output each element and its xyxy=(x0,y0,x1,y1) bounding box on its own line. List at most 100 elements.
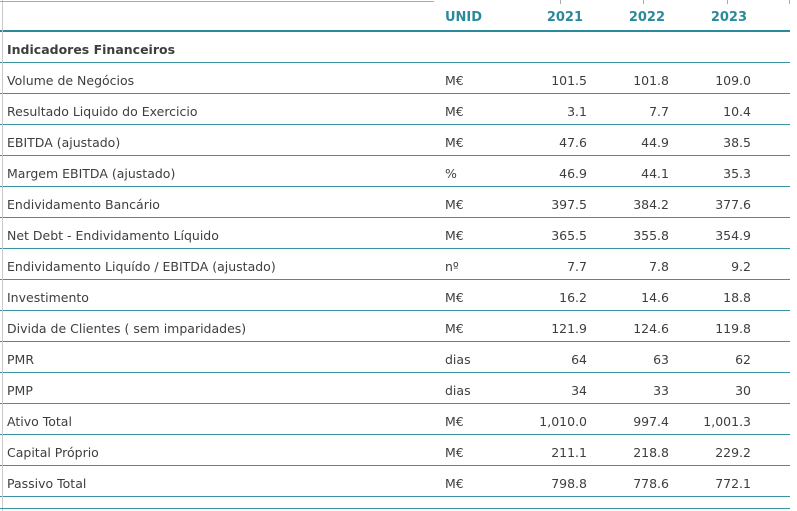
row-value-2021[interactable]: 397.5 xyxy=(551,197,587,213)
table-row: PMR dias 64 63 62 xyxy=(0,342,790,373)
row-unit[interactable]: dias xyxy=(445,383,471,399)
row-value-2023[interactable]: 119.8 xyxy=(715,321,751,337)
table-row: Resultado Liquido do Exercicio M€ 3.1 7.7 10… xyxy=(0,94,790,125)
row-label[interactable]: Endividamento Bancário xyxy=(7,197,160,213)
row-value-2021[interactable]: 34 xyxy=(571,383,587,399)
row-label[interactable]: Endividamento Liquído / EBITDA (ajustado… xyxy=(7,259,276,275)
row-value-2021[interactable]: 16.2 xyxy=(559,290,587,306)
row-value-2021[interactable]: 64 xyxy=(571,352,587,368)
row-value-2023[interactable]: 30 xyxy=(735,383,751,399)
row-unit[interactable]: M€ xyxy=(445,197,464,213)
table-row: Volume de Negócios M€ 101.5 101.8 109.0 xyxy=(0,63,790,94)
bottom-row-line xyxy=(0,508,790,509)
row-unit[interactable]: M€ xyxy=(445,73,464,89)
table-row: Capital Próprio M€ 211.1 218.8 229.2 xyxy=(0,435,790,466)
row-value-2021[interactable]: 365.5 xyxy=(551,228,587,244)
row-value-2021[interactable]: 121.9 xyxy=(551,321,587,337)
row-label[interactable]: Passivo Total xyxy=(7,476,87,492)
row-unit[interactable]: M€ xyxy=(445,414,464,430)
table-row: Divida de Clientes ( sem imparidades) M€ 1… xyxy=(0,311,790,342)
row-value-2021[interactable]: 3.1 xyxy=(567,104,587,120)
header-unit-column[interactable]: UNID xyxy=(445,9,483,25)
row-value-2022[interactable]: 44.9 xyxy=(641,135,669,151)
row-value-2023[interactable]: 377.6 xyxy=(715,197,751,213)
table-row: Endividamento Bancário M€ 397.5 384.2 377.6 xyxy=(0,187,790,218)
row-value-2022[interactable]: 778.6 xyxy=(633,476,669,492)
row-value-2023[interactable]: 109.0 xyxy=(715,73,751,89)
row-value-2021[interactable]: 798.8 xyxy=(551,476,587,492)
row-unit[interactable]: M€ xyxy=(445,104,464,120)
row-label[interactable]: PMP xyxy=(7,383,33,399)
table-row: Passivo Total M€ 798.8 778.6 772.1 xyxy=(0,466,790,497)
row-unit[interactable]: M€ xyxy=(445,290,464,306)
section-header-row: Indicadores Financeiros xyxy=(0,32,790,63)
row-value-2023[interactable]: 354.9 xyxy=(715,228,751,244)
column-gridline-stub xyxy=(643,0,644,4)
header-year-2021[interactable]: 2021 xyxy=(546,9,583,25)
row-value-2023[interactable]: 10.4 xyxy=(723,104,751,120)
row-unit[interactable]: M€ xyxy=(445,228,464,244)
row-value-2022[interactable]: 355.8 xyxy=(633,228,669,244)
row-value-2023[interactable]: 35.3 xyxy=(723,166,751,182)
row-value-2022[interactable]: 997.4 xyxy=(633,414,669,430)
row-label[interactable]: Net Debt - Endividamento Líquido xyxy=(7,228,219,244)
row-value-2021[interactable]: 101.5 xyxy=(551,73,587,89)
row-value-2021[interactable]: 1,010.0 xyxy=(539,414,587,430)
row-value-2021[interactable]: 47.6 xyxy=(559,135,587,151)
row-value-2022[interactable]: 7.8 xyxy=(649,259,669,275)
row-value-2022[interactable]: 384.2 xyxy=(633,197,669,213)
row-unit[interactable]: nº xyxy=(445,259,459,275)
row-value-2023[interactable]: 229.2 xyxy=(715,445,751,461)
table-row: EBITDA (ajustado) M€ 47.6 44.9 38.5 xyxy=(0,125,790,156)
row-label[interactable]: Volume de Negócios xyxy=(7,73,135,89)
row-unit[interactable]: % xyxy=(445,166,457,182)
row-unit[interactable]: M€ xyxy=(445,476,464,492)
table-body: Indicadores Financeiros Volume de Negóci… xyxy=(0,32,790,497)
row-value-2021[interactable]: 7.7 xyxy=(567,259,587,275)
row-unit[interactable]: dias xyxy=(445,352,471,368)
header-year-2022[interactable]: 2022 xyxy=(628,9,665,25)
row-value-2023[interactable]: 9.2 xyxy=(731,259,751,275)
row-label[interactable]: Capital Próprio xyxy=(7,445,99,461)
row-value-2022[interactable]: 218.8 xyxy=(633,445,669,461)
row-label[interactable]: Ativo Total xyxy=(7,414,72,430)
table-row: Margem EBITDA (ajustado)% 46.9 44.1 35.3 xyxy=(0,156,790,187)
row-value-2023[interactable]: 38.5 xyxy=(723,135,751,151)
row-label[interactable]: Investimento xyxy=(7,290,89,306)
row-value-2023[interactable]: 1,001.3 xyxy=(703,414,751,430)
row-value-2022[interactable]: 7.7 xyxy=(649,104,669,120)
row-value-2022[interactable]: 124.6 xyxy=(633,321,669,337)
header-year-2023[interactable]: 2023 xyxy=(710,9,747,25)
table-row: Endividamento Liquído / EBITDA (ajustado… xyxy=(0,249,790,280)
financial-indicators-table: UNID 2021 2022 2023 Indicadores Financei… xyxy=(0,9,790,497)
row-value-2022[interactable]: 44.1 xyxy=(641,166,669,182)
table-row: PMP dias 34 33 30 xyxy=(0,373,790,404)
row-unit[interactable]: M€ xyxy=(445,321,464,337)
row-value-2022[interactable]: 14.6 xyxy=(641,290,669,306)
row-label[interactable]: PMR xyxy=(7,352,35,368)
column-gridline-stub xyxy=(560,0,561,4)
row-label[interactable]: EBITDA (ajustado) xyxy=(7,135,121,151)
table-row: Investimento M€ 16.2 14.6 18.8 xyxy=(0,280,790,311)
row-label[interactable]: Divida de Clientes ( sem imparidades) xyxy=(7,321,247,337)
row-value-2023[interactable]: 18.8 xyxy=(723,290,751,306)
row-value-2022[interactable]: 63 xyxy=(653,352,669,368)
table-row: Ativo Total M€ 1,010.0 997.4 1,001.3 xyxy=(0,404,790,435)
column-gridline-stub xyxy=(727,0,728,4)
column-gridline-stub xyxy=(789,0,790,4)
left-gridline xyxy=(2,0,3,511)
row-label[interactable]: Resultado Liquido do Exercicio xyxy=(7,104,198,120)
row-value-2022[interactable]: 101.8 xyxy=(633,73,669,89)
row-value-2022[interactable]: 33 xyxy=(653,383,669,399)
row-value-2023[interactable]: 62 xyxy=(735,352,751,368)
row-unit[interactable]: M€ xyxy=(445,445,464,461)
row-label[interactable]: Margem EBITDA (ajustado) xyxy=(7,166,176,182)
row-unit[interactable]: M€ xyxy=(445,135,464,151)
row-value-2023[interactable]: 772.1 xyxy=(715,476,751,492)
row-value-2021[interactable]: 46.9 xyxy=(559,166,587,182)
row-value-2021[interactable]: 211.1 xyxy=(551,445,587,461)
top-gridline xyxy=(0,1,434,2)
section-title[interactable]: Indicadores Financeiros xyxy=(7,42,176,58)
table-row: Net Debt - Endividamento Líquido M€ 365.5 3… xyxy=(0,218,790,249)
